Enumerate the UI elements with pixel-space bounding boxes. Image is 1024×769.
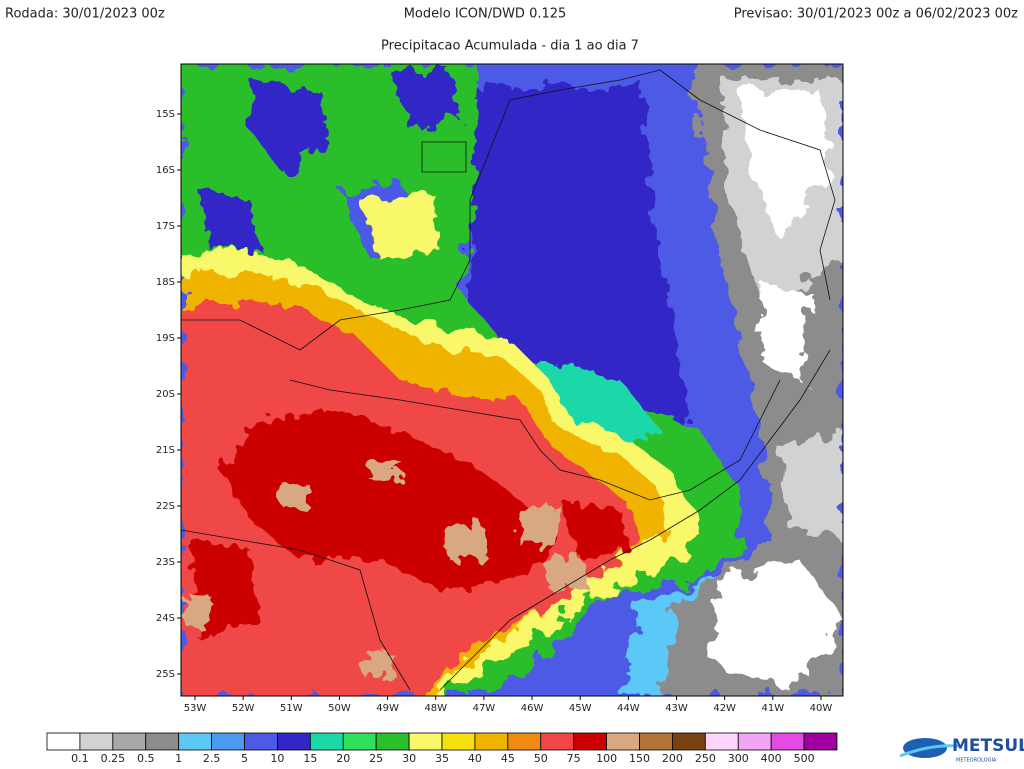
colorbar-label: 35 — [435, 752, 449, 765]
lat-label: 21S — [156, 445, 175, 456]
colorbar-label: 40 — [468, 752, 482, 765]
color-swatch — [803, 732, 838, 751]
subtitle: Precipitacao Acumulada - dia 1 ao dia 7 — [381, 39, 639, 54]
lon-label: 45W — [569, 703, 592, 714]
forecast-label: Previsao: 30/01/2023 00z a 06/02/2023 00… — [734, 7, 1018, 22]
colorbar-label: 0.25 — [101, 752, 126, 765]
color-swatch — [441, 732, 476, 751]
lat-label: 23S — [156, 557, 175, 568]
color-swatch — [540, 732, 575, 751]
lon-label: 52W — [232, 703, 255, 714]
map-frame — [180, 63, 844, 697]
color-swatch — [408, 732, 443, 751]
color-swatch — [112, 732, 147, 751]
colorbar-label: 20 — [336, 752, 350, 765]
colorbar-label: 5 — [241, 752, 248, 765]
lon-label: 53W — [184, 703, 207, 714]
precip-map — [181, 64, 843, 696]
color-swatch — [507, 732, 542, 751]
color-swatch — [211, 732, 245, 751]
run-label: Rodada: 30/01/2023 00z — [5, 7, 165, 22]
lon-label: 48W — [424, 703, 447, 714]
color-swatch — [309, 732, 344, 751]
lon-label: 47W — [473, 703, 496, 714]
color-swatch — [704, 732, 739, 751]
lon-label: 43W — [665, 703, 688, 714]
lon-label: 49W — [376, 703, 399, 714]
color-swatch — [474, 732, 509, 751]
colorbar-label: 200 — [662, 752, 683, 765]
lat-label: 15S — [156, 109, 175, 120]
colorbar-label: 150 — [629, 752, 650, 765]
colorbar-label: 400 — [761, 752, 782, 765]
colorbar-label: 10 — [270, 752, 284, 765]
lat-label: 16S — [156, 165, 175, 176]
colorbar-label: 100 — [596, 752, 617, 765]
colorbar-label: 1 — [175, 752, 182, 765]
lat-label: 19S — [156, 333, 175, 344]
lat-label: 17S — [156, 221, 175, 232]
lat-label: 18S — [156, 277, 175, 288]
colorbar-label: 2.5 — [203, 752, 221, 765]
color-swatch — [46, 732, 81, 751]
color-swatch — [375, 732, 410, 751]
lon-label: 44W — [617, 703, 640, 714]
colorbar-label: 75 — [567, 752, 581, 765]
lon-label: 46W — [521, 703, 544, 714]
lon-label: 51W — [280, 703, 303, 714]
colorbar-label: 0.5 — [137, 752, 155, 765]
lat-label: 20S — [156, 389, 175, 400]
lat-label: 25S — [156, 669, 175, 680]
colorbar-label: 500 — [794, 752, 815, 765]
lon-label: 40W — [810, 703, 833, 714]
logo-name: METSUL — [952, 736, 1024, 756]
color-swatch — [277, 732, 311, 751]
color-swatch — [770, 732, 805, 751]
colorbar-label: 250 — [695, 752, 716, 765]
color-swatch — [178, 732, 212, 751]
color-swatch — [342, 732, 377, 751]
lat-label: 22S — [156, 501, 175, 512]
color-swatch — [606, 732, 640, 751]
color-swatch — [244, 732, 278, 751]
colorbar-label: 45 — [501, 752, 515, 765]
color-swatch — [573, 732, 607, 751]
colorbar-label: 25 — [369, 752, 383, 765]
lon-label: 41W — [761, 703, 784, 714]
color-swatch — [639, 732, 673, 751]
model-label: Modelo ICON/DWD 0.125 — [404, 7, 567, 22]
lon-label: 42W — [713, 703, 736, 714]
logo: METSUL METEOROLOGIA — [899, 736, 1024, 764]
lat-label: 24S — [156, 613, 175, 624]
color-swatch — [737, 732, 772, 751]
color-swatch — [672, 732, 706, 751]
lon-label: 50W — [328, 703, 351, 714]
color-swatch — [79, 732, 114, 751]
color-swatch — [145, 732, 180, 751]
colorbar-label: 15 — [303, 752, 317, 765]
logo-swoosh — [899, 744, 961, 758]
ticks: 15S 16S 17S 18S 19S 20S 21S 22S 23S 24S 25S 53W 52W 5… — [156, 109, 832, 714]
colorbar-label: 50 — [534, 752, 548, 765]
colorbar-label: 30 — [402, 752, 416, 765]
colorbar-label: 0.1 — [71, 752, 89, 765]
logo-tagline: METEOROLOGIA — [956, 758, 997, 764]
colorbar-label: 300 — [728, 752, 749, 765]
colorbar: 0.1 0.25 0.5 1 2.5 5 10 15 20 25 30 35 40 45 50 75 100 15… — [46, 732, 838, 765]
